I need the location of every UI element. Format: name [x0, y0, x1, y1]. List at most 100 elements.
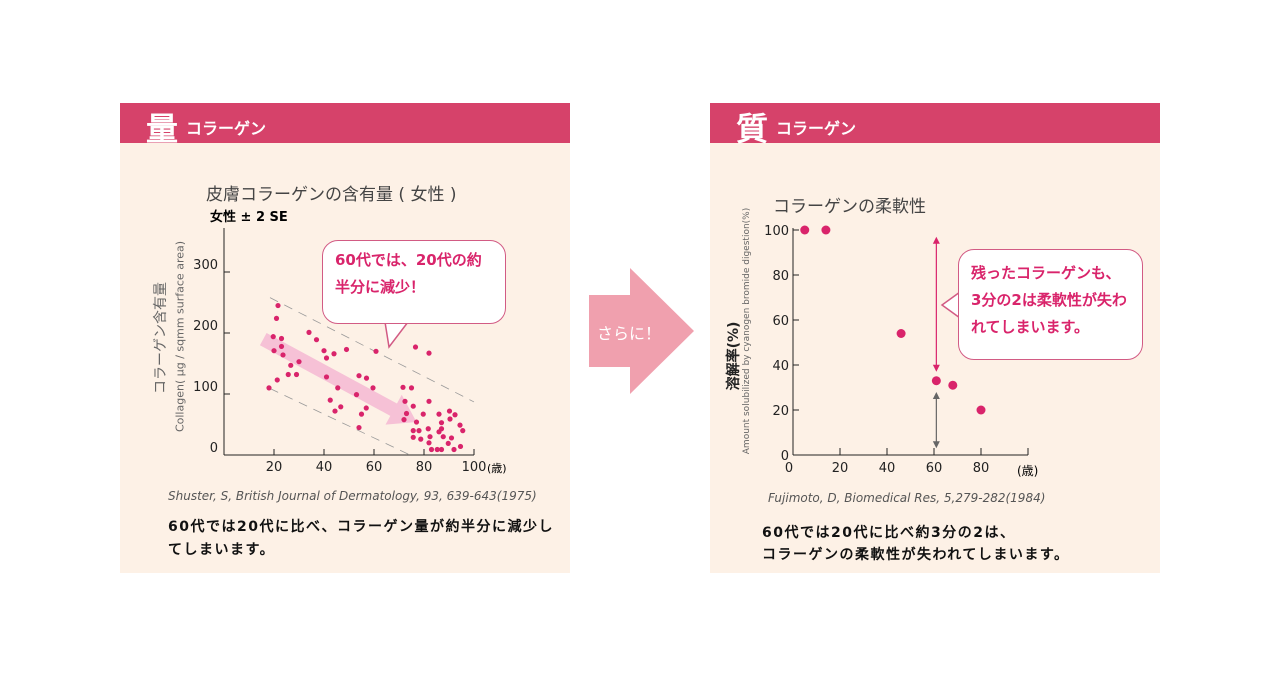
data-point — [293, 371, 300, 378]
data-point — [327, 397, 333, 403]
x-tick-label: 0 — [785, 461, 793, 476]
data-point — [275, 302, 281, 309]
header-subtitle: コラーゲン — [776, 119, 857, 138]
data-point — [403, 410, 410, 417]
data-point — [426, 350, 432, 356]
data-point — [400, 384, 406, 390]
arrow-label: さらに！ — [597, 324, 662, 343]
x-axis-unit: (歳) — [1017, 464, 1039, 478]
x-tick-label: 80 — [973, 461, 990, 476]
header-subtitle: コラーゲン — [186, 119, 267, 138]
data-point — [976, 405, 986, 415]
y-axis-label-jp: コラーゲン含有量 — [153, 282, 169, 394]
data-point — [426, 398, 432, 404]
data-point — [332, 408, 338, 414]
x-tick-label: 20 — [266, 460, 283, 475]
data-point — [323, 355, 330, 361]
data-point — [436, 429, 442, 435]
data-point — [931, 376, 941, 386]
band-line — [269, 388, 411, 456]
x-tick-label: 40 — [316, 460, 333, 475]
remaining-arrow-head — [932, 392, 940, 399]
chart-title: 皮膚コラーゲンの含有量 ( 女性 ) — [206, 185, 457, 205]
description: 60代では20代に比べ、コラーゲン量が約半分に減少してしまいます。 — [168, 519, 554, 558]
y-tick-label: 60 — [772, 314, 789, 329]
data-point — [416, 428, 422, 434]
chart-subtitle: 女性 ± 2 SE — [210, 210, 288, 225]
x-tick-label: 60 — [926, 461, 943, 476]
description-line-2: コラーゲンの柔軟性が失われてしまいます。 — [762, 547, 1070, 563]
data-point — [445, 440, 451, 447]
x-tick-label: 20 — [832, 461, 849, 476]
callout-bubble: 残ったコラーゲンも、3分の2は柔軟性が失われてしまいます。 — [958, 249, 1143, 360]
header-kanji: 質 — [736, 110, 769, 148]
y-axis-label: Collagen( μg / sqmm surface area) — [173, 240, 187, 433]
lost-flexibility-arrow-head — [932, 236, 940, 244]
citation: Fujimoto, D, Biomedical Res, 5,279-282(1… — [768, 491, 1046, 505]
data-point — [306, 329, 312, 335]
data-point — [274, 377, 280, 383]
data-point — [270, 334, 276, 340]
data-point — [273, 315, 280, 321]
data-point — [426, 440, 432, 446]
data-point — [434, 446, 440, 453]
data-point — [413, 419, 420, 425]
arrow-shape — [589, 268, 694, 394]
data-point — [451, 446, 457, 453]
data-point — [821, 225, 831, 235]
data-point — [338, 404, 344, 410]
callout-text: 60代では、20代の約半分に減少！ — [335, 251, 482, 296]
remaining-arrow-head — [932, 441, 940, 449]
data-point — [373, 348, 379, 354]
description-line-1: 60代では20代に比べ約3分の2は、 — [762, 525, 1016, 541]
data-point — [410, 403, 416, 409]
data-point — [331, 351, 337, 357]
data-point — [428, 446, 435, 453]
data-point — [356, 373, 362, 379]
data-point — [448, 435, 455, 441]
y-tick-label: 20 — [772, 404, 789, 419]
y-tick-label: 100 — [764, 224, 789, 239]
data-point — [363, 405, 369, 411]
y-tick-label: 0 — [781, 449, 789, 464]
data-point — [896, 329, 906, 338]
lost-flexibility-arrow-head — [932, 364, 940, 372]
data-point — [425, 426, 431, 432]
x-tick-label: 100 — [462, 460, 487, 475]
panel-quantity: 量コラーゲン — [120, 103, 570, 573]
data-point — [402, 398, 408, 404]
y-axis-label: Amount solubilized by cyanogen bromide d… — [742, 207, 752, 455]
citation: Shuster, S, British Journal of Dermatolo… — [168, 489, 537, 503]
data-point — [343, 346, 350, 353]
data-point — [266, 385, 272, 391]
band-line — [269, 297, 475, 403]
data-point — [440, 434, 446, 440]
data-point — [457, 443, 464, 450]
data-point — [948, 380, 958, 390]
y-tick-label: 0 — [210, 441, 218, 456]
data-point — [271, 348, 277, 354]
data-point — [800, 225, 810, 235]
data-point — [408, 385, 415, 391]
data-point — [278, 335, 285, 342]
x-tick-label: 60 — [366, 460, 383, 475]
data-point — [353, 392, 360, 398]
data-point — [452, 412, 458, 418]
panel-header: 質コラーゲン — [710, 103, 1160, 148]
x-tick-label: 80 — [416, 460, 433, 475]
panel-header: 量コラーゲン — [120, 103, 570, 148]
data-point — [438, 446, 445, 453]
data-point — [401, 417, 407, 423]
data-point — [460, 428, 466, 434]
data-point — [358, 411, 365, 417]
data-point — [447, 416, 453, 422]
x-axis-unit: (歳) — [487, 462, 507, 475]
data-point — [296, 359, 302, 365]
y-tick-label: 200 — [193, 319, 218, 334]
y-axis-label-jp: 溶解率(%) — [726, 321, 742, 391]
data-point — [370, 385, 376, 391]
data-point — [323, 374, 330, 380]
y-tick-label: 80 — [772, 269, 789, 284]
